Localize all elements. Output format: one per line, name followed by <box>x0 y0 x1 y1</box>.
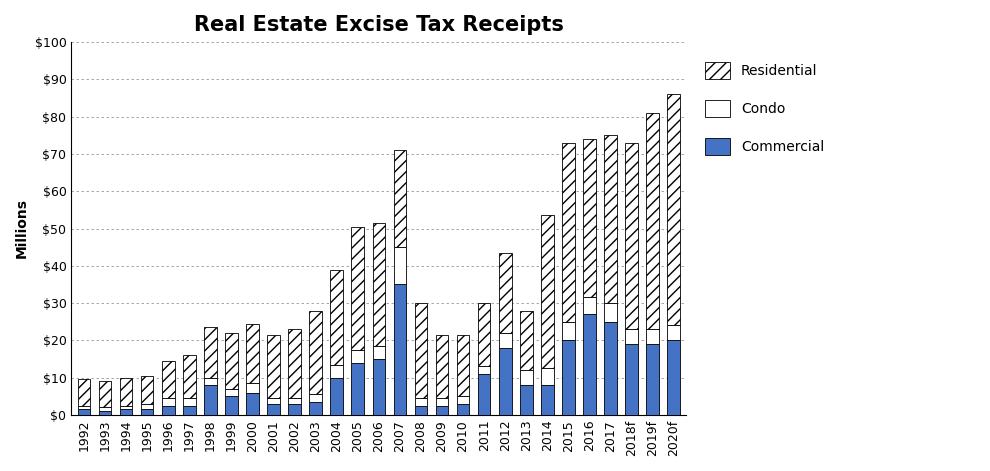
Bar <box>162 406 174 415</box>
Bar <box>183 406 196 415</box>
Bar <box>288 398 301 404</box>
Bar <box>667 94 680 325</box>
Bar <box>520 370 533 385</box>
Bar <box>436 335 448 398</box>
Bar <box>372 223 385 346</box>
Bar <box>646 113 659 329</box>
Bar <box>141 376 153 404</box>
Bar <box>77 409 90 415</box>
Bar <box>626 344 638 415</box>
Bar <box>478 303 490 366</box>
Bar <box>225 389 238 396</box>
Bar <box>183 398 196 406</box>
Bar <box>456 404 469 415</box>
Bar <box>583 139 596 298</box>
Bar <box>456 396 469 404</box>
Bar <box>499 333 512 348</box>
Bar <box>99 382 111 407</box>
Bar <box>626 143 638 329</box>
Bar <box>247 392 258 415</box>
Bar <box>604 303 617 322</box>
Bar <box>351 363 364 415</box>
Bar <box>667 325 680 341</box>
Bar <box>99 407 111 411</box>
Bar <box>204 385 217 415</box>
Bar <box>162 398 174 406</box>
Bar <box>456 335 469 396</box>
Bar <box>331 378 343 415</box>
Bar <box>436 398 448 406</box>
Bar <box>499 348 512 415</box>
Bar <box>162 361 174 398</box>
Bar <box>626 329 638 344</box>
Bar <box>141 404 153 409</box>
Bar <box>562 322 575 341</box>
Bar <box>331 365 343 378</box>
Bar <box>288 404 301 415</box>
Bar <box>77 406 90 409</box>
Bar <box>247 383 258 392</box>
Bar <box>646 344 659 415</box>
Bar <box>309 394 322 402</box>
Bar <box>267 404 280 415</box>
Bar <box>520 385 533 415</box>
Title: Real Estate Excise Tax Receipts: Real Estate Excise Tax Receipts <box>194 15 563 35</box>
Bar <box>120 406 133 409</box>
Legend: Residential, Condo, Commercial: Residential, Condo, Commercial <box>700 57 830 160</box>
Bar <box>99 411 111 415</box>
Bar <box>478 366 490 374</box>
Bar <box>499 253 512 333</box>
Bar <box>604 322 617 415</box>
Bar <box>225 396 238 415</box>
Y-axis label: Millions: Millions <box>15 198 29 259</box>
Bar <box>541 385 553 415</box>
Bar <box>562 341 575 415</box>
Bar <box>120 378 133 406</box>
Bar <box>247 324 258 383</box>
Bar <box>351 227 364 349</box>
Bar <box>331 269 343 365</box>
Bar <box>183 355 196 398</box>
Bar <box>204 327 217 378</box>
Bar <box>646 329 659 344</box>
Bar <box>604 135 617 303</box>
Bar <box>415 398 428 406</box>
Bar <box>415 303 428 398</box>
Bar <box>415 406 428 415</box>
Bar <box>288 329 301 398</box>
Bar <box>436 406 448 415</box>
Bar <box>204 378 217 385</box>
Bar <box>141 409 153 415</box>
Bar <box>267 398 280 404</box>
Bar <box>541 215 553 368</box>
Bar <box>394 150 406 247</box>
Bar <box>394 247 406 284</box>
Bar <box>267 335 280 398</box>
Bar <box>667 341 680 415</box>
Bar <box>309 310 322 394</box>
Bar <box>309 402 322 415</box>
Bar <box>120 409 133 415</box>
Bar <box>372 359 385 415</box>
Bar <box>541 368 553 385</box>
Bar <box>372 346 385 359</box>
Bar <box>583 298 596 314</box>
Bar <box>225 333 238 389</box>
Bar <box>77 380 90 406</box>
Bar <box>562 143 575 322</box>
Bar <box>478 374 490 415</box>
Bar <box>351 349 364 363</box>
Bar <box>583 314 596 415</box>
Bar <box>394 284 406 415</box>
Bar <box>520 310 533 370</box>
